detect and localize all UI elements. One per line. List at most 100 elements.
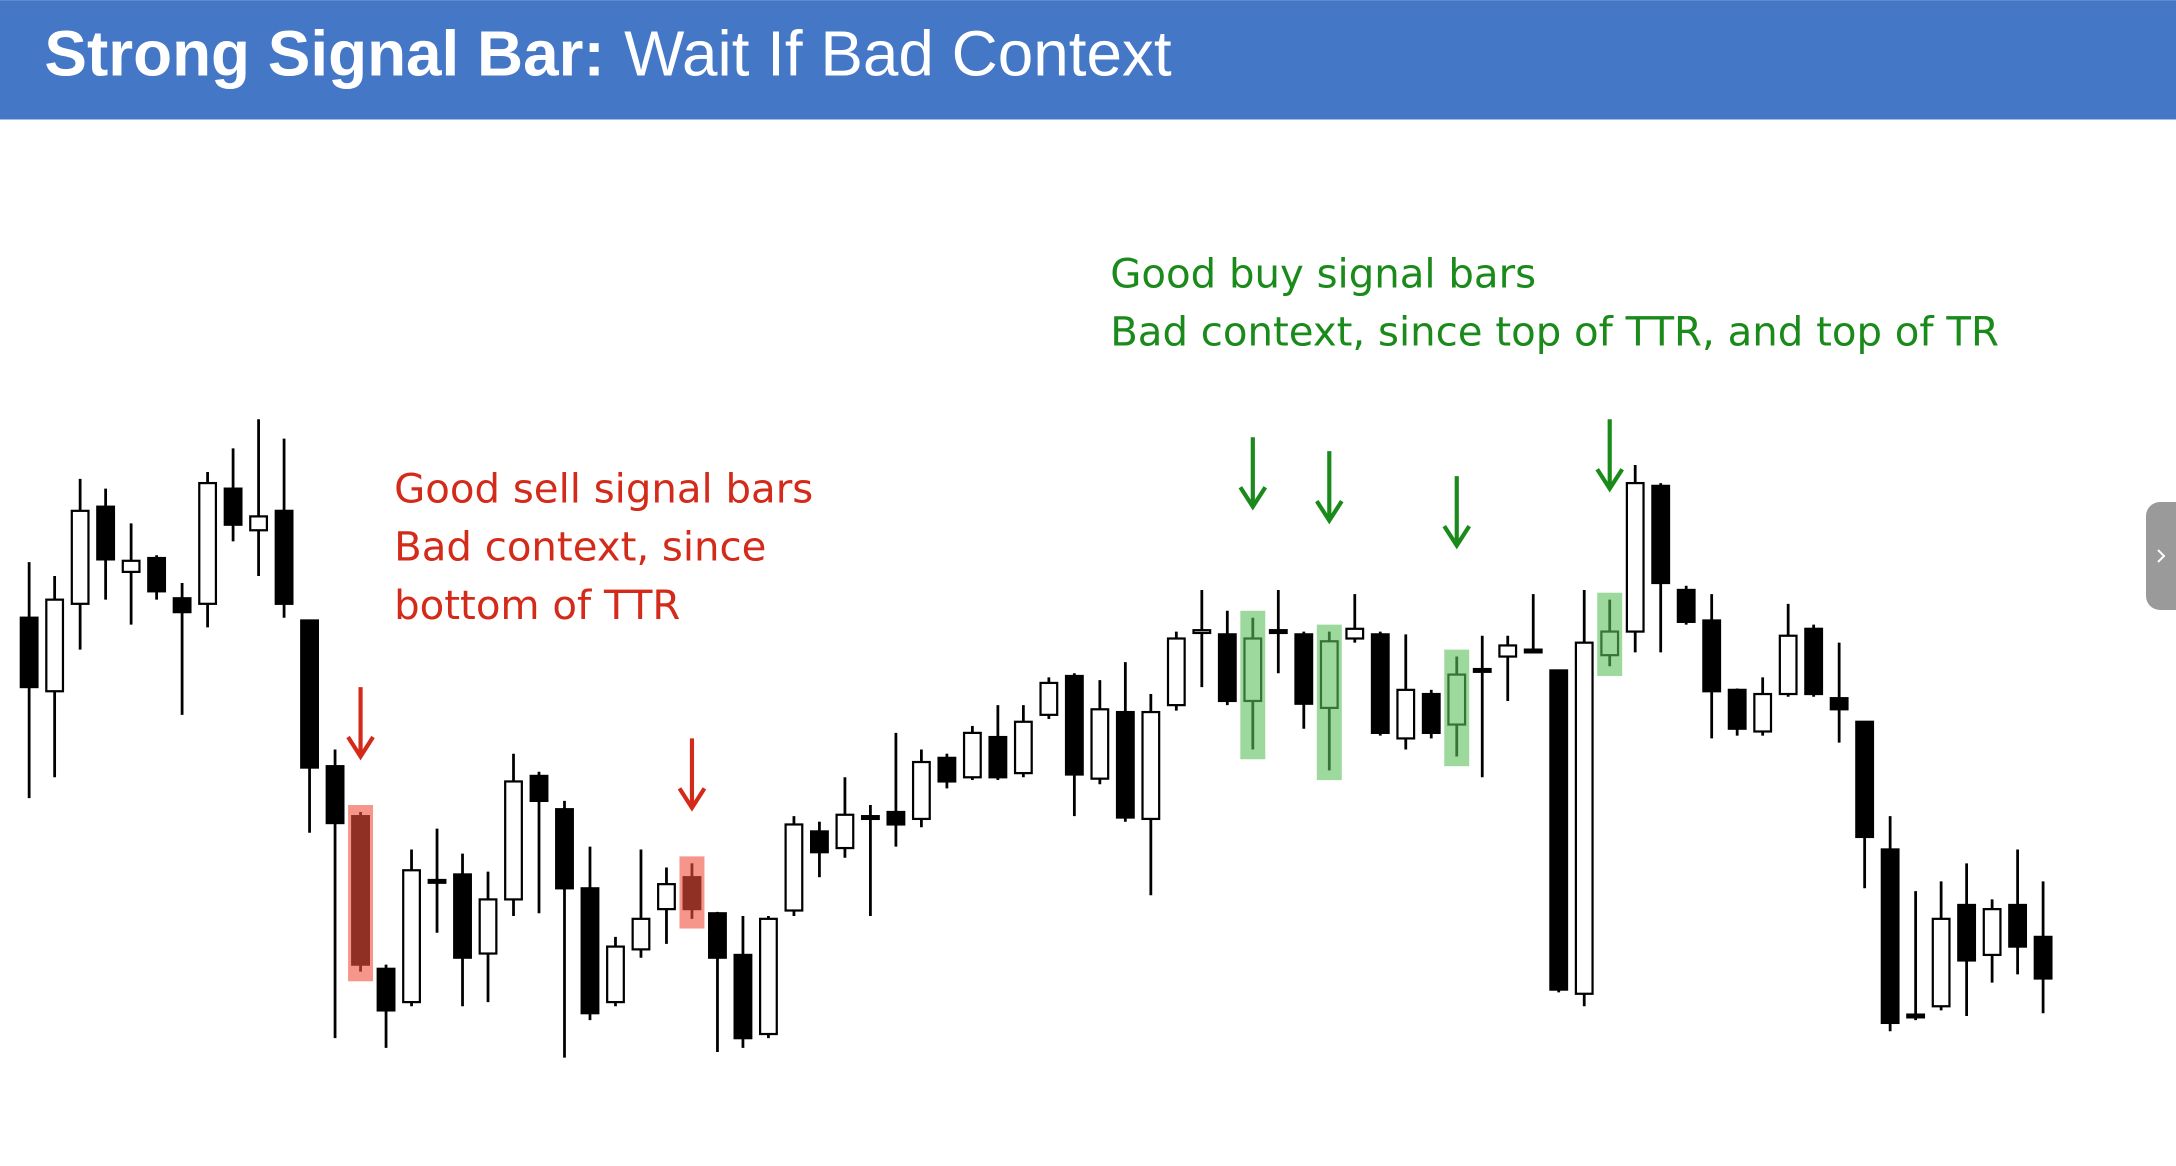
candle-body — [1957, 903, 1977, 962]
candle-body — [962, 731, 982, 779]
candle-body — [1498, 644, 1518, 658]
candle-body — [1141, 710, 1161, 821]
candle-body — [1115, 710, 1135, 819]
candle-body — [606, 945, 625, 1004]
signal-arrow-head — [1595, 468, 1624, 493]
candle-body — [759, 917, 778, 1036]
candle-body — [300, 619, 320, 769]
candle-body — [1396, 688, 1416, 740]
candle-body — [453, 873, 472, 959]
side-panel-toggle[interactable] — [2146, 502, 2176, 610]
candle-body — [1625, 481, 1645, 633]
candle-body — [2033, 935, 2053, 980]
candle-body — [19, 616, 39, 689]
candle-body — [529, 774, 549, 802]
signal-arrow-head — [1238, 486, 1268, 511]
candle-body — [1472, 667, 1492, 673]
candle-body — [809, 830, 829, 854]
candle-body — [1651, 484, 1671, 585]
candle-body — [886, 810, 906, 826]
annotation-line: bottom of TTR — [394, 583, 680, 629]
signal-highlight — [1597, 592, 1623, 676]
annotation-line: Bad context, since top of TTR, and top o… — [1110, 310, 1999, 356]
slide-title: Strong Signal Bar: Wait If Bad Context — [44, 17, 1172, 89]
candle-body — [2008, 903, 2028, 948]
candle-body — [1549, 669, 1569, 991]
candle-body — [96, 505, 116, 561]
candle-body — [70, 509, 90, 605]
candle-body — [376, 967, 396, 1012]
candle-body — [478, 898, 498, 955]
candle-body — [988, 735, 1008, 779]
candle-body — [172, 597, 192, 614]
candle-body — [1906, 1013, 1926, 1019]
candle-body — [1880, 848, 1900, 1025]
candle-body — [555, 808, 574, 890]
candle-body — [1013, 720, 1033, 775]
candle-body — [1727, 688, 1747, 730]
candle-body — [1574, 641, 1594, 995]
candle-body — [1753, 692, 1773, 733]
candle-body — [1090, 708, 1110, 780]
candle-body — [1166, 637, 1186, 707]
candle-body — [121, 559, 141, 574]
candlestick-chart: Good sell signal bars Bad context, since b… — [19, 251, 2053, 1058]
candle-body — [1931, 917, 1951, 1008]
candle-body — [1268, 629, 1288, 635]
candle-body — [1370, 633, 1390, 734]
candle-body — [274, 509, 294, 605]
annotation-line: Bad context, since — [394, 525, 766, 571]
candle-body — [1039, 681, 1059, 716]
candle-body — [580, 887, 600, 1015]
candle-body — [631, 917, 651, 951]
candle-body — [198, 481, 218, 605]
signal-arrow-head — [677, 787, 707, 812]
candle-body — [45, 598, 65, 693]
candle-body — [402, 869, 421, 1004]
candle-body — [249, 515, 269, 532]
title-bold: Strong Signal Bar: — [44, 17, 604, 89]
candle-body — [1982, 908, 2002, 957]
candle-body — [784, 823, 804, 912]
candle-body — [1217, 633, 1237, 703]
candle-body — [1855, 720, 1875, 839]
candle-body — [1345, 627, 1365, 640]
header-band — [0, 0, 2176, 120]
candle-body — [1421, 692, 1441, 734]
title-rest: Wait If Bad Context — [624, 17, 1172, 89]
candle-body — [1829, 697, 1849, 711]
signal-highlight — [348, 805, 374, 982]
candle-body — [1778, 634, 1798, 696]
candle-body — [1702, 619, 1722, 693]
signal-arrow-head — [1442, 524, 1471, 550]
candle-body — [937, 756, 957, 783]
candle-body — [325, 765, 345, 825]
signal-highlight — [1240, 610, 1266, 760]
candle-body — [835, 813, 855, 850]
candle-body — [427, 878, 447, 884]
candle-body — [657, 883, 676, 911]
candle-body — [1192, 629, 1212, 635]
signal-highlight — [1444, 649, 1470, 767]
signal-highlight — [679, 856, 705, 929]
candle-body — [733, 953, 753, 1040]
signal-arrow-head — [1315, 499, 1344, 525]
annotation-line: Good buy signal bars — [1110, 251, 1536, 297]
candle-body — [1523, 648, 1543, 654]
candle-body — [504, 780, 523, 901]
candle-body — [147, 556, 167, 593]
candle-body — [860, 815, 880, 821]
candle-body — [911, 760, 931, 821]
candle-body — [708, 912, 727, 959]
candle-body — [1064, 674, 1084, 776]
candle-body — [223, 487, 243, 526]
candle-body — [1294, 633, 1314, 705]
annotation-line: Good sell signal bars — [394, 466, 813, 512]
signal-highlight — [1316, 624, 1342, 781]
candle-body — [1676, 588, 1696, 623]
candle-body — [1804, 627, 1824, 696]
signal-arrow-head — [346, 735, 375, 761]
chevron-icon — [2157, 549, 2166, 563]
